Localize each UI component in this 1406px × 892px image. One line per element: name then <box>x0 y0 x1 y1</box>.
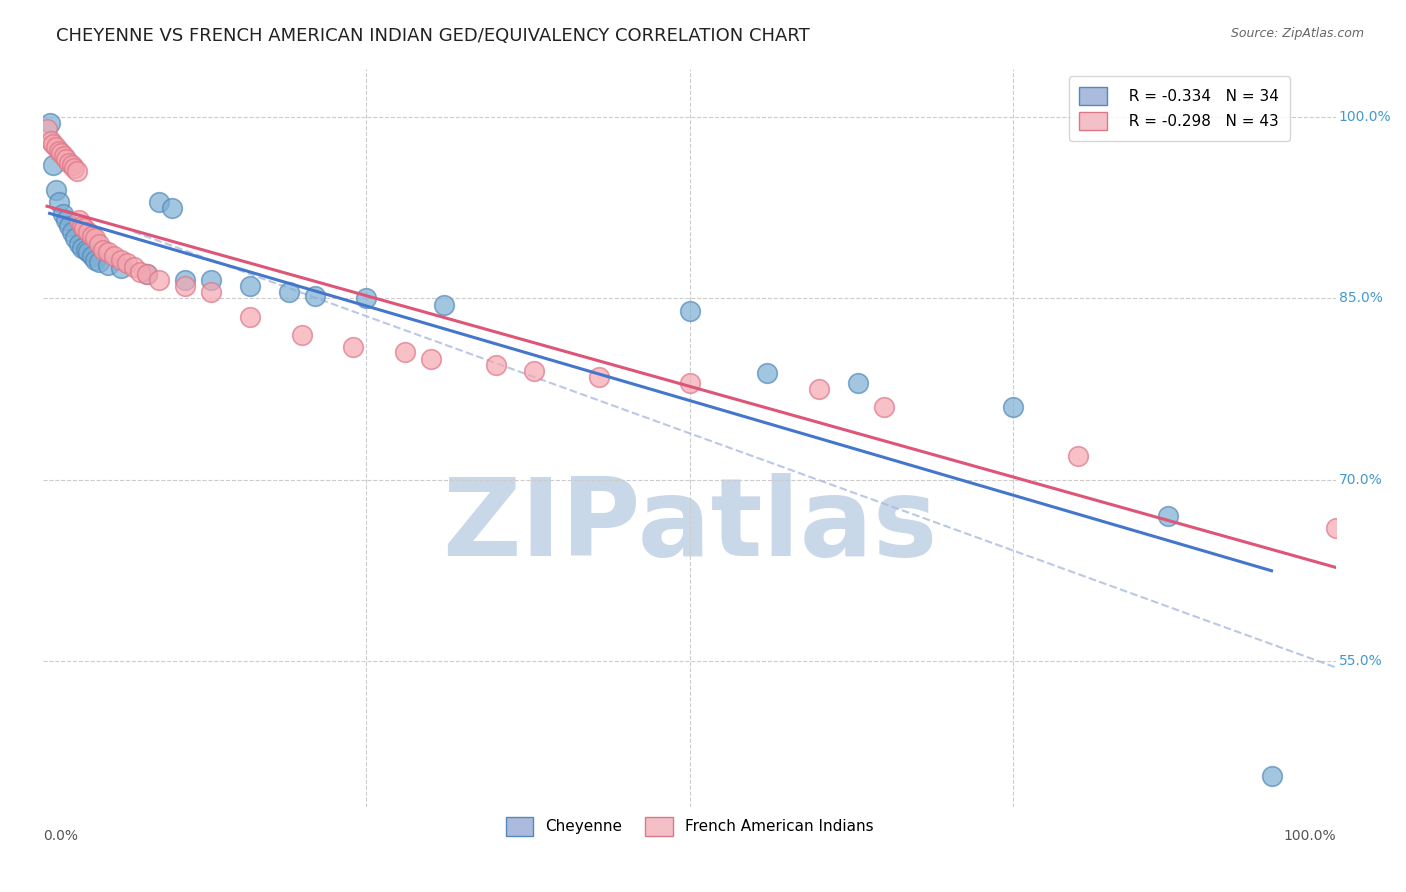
Point <box>97 245 120 260</box>
Point <box>1260 769 1282 783</box>
Point <box>91 243 114 257</box>
Text: 0.0%: 0.0% <box>44 829 79 843</box>
Point <box>1066 449 1088 463</box>
Point <box>45 140 67 154</box>
Text: 55.0%: 55.0% <box>1339 655 1382 668</box>
Point <box>58 219 80 233</box>
Point <box>70 241 93 255</box>
Point <box>756 367 779 381</box>
Point <box>48 144 70 158</box>
Point <box>135 267 157 281</box>
Point <box>45 182 67 196</box>
Point <box>39 134 62 148</box>
Point <box>42 136 65 151</box>
Point <box>356 292 378 306</box>
Point <box>679 376 702 391</box>
Point <box>83 231 105 245</box>
Point <box>77 245 100 260</box>
Point <box>110 252 132 267</box>
Point <box>162 201 184 215</box>
Point <box>82 249 104 263</box>
Point <box>291 327 314 342</box>
Point <box>174 273 197 287</box>
Point <box>588 370 610 384</box>
Point <box>38 116 60 130</box>
Text: Source: ZipAtlas.com: Source: ZipAtlas.com <box>1230 27 1364 40</box>
Point <box>48 194 70 209</box>
Point <box>485 358 508 372</box>
Point <box>135 267 157 281</box>
Point <box>60 225 83 239</box>
Point <box>200 285 222 300</box>
Point <box>77 225 100 239</box>
Point <box>433 297 456 311</box>
Point <box>42 158 65 172</box>
Point <box>55 153 77 167</box>
Point <box>342 340 364 354</box>
Point <box>51 207 73 221</box>
Point <box>73 221 96 235</box>
Text: 85.0%: 85.0% <box>1339 292 1382 305</box>
Point <box>82 228 104 243</box>
Point <box>523 364 546 378</box>
Point <box>51 146 73 161</box>
Point <box>83 252 105 267</box>
Text: 100.0%: 100.0% <box>1339 110 1392 124</box>
Point <box>148 194 170 209</box>
Point <box>807 382 830 396</box>
Point <box>1001 401 1024 415</box>
Text: CHEYENNE VS FRENCH AMERICAN INDIAN GED/EQUIVALENCY CORRELATION CHART: CHEYENNE VS FRENCH AMERICAN INDIAN GED/E… <box>56 27 810 45</box>
Point <box>87 255 110 269</box>
Point <box>97 258 120 272</box>
Point <box>52 148 75 162</box>
Point <box>1157 509 1180 524</box>
Text: 100.0%: 100.0% <box>1284 829 1336 843</box>
Point <box>846 376 869 391</box>
Point <box>75 243 97 257</box>
Point <box>239 279 262 293</box>
Point <box>1324 521 1347 535</box>
Point <box>103 249 125 263</box>
Point <box>66 164 89 178</box>
Point <box>420 351 443 366</box>
Point <box>60 158 83 172</box>
Text: 70.0%: 70.0% <box>1339 473 1382 487</box>
Point <box>87 237 110 252</box>
Point <box>679 303 702 318</box>
Legend: Cheyenne, French American Indians: Cheyenne, French American Indians <box>498 809 882 843</box>
Point <box>304 289 326 303</box>
Point <box>110 261 132 276</box>
Point <box>58 156 80 170</box>
Point <box>115 256 138 270</box>
Point <box>872 401 894 415</box>
Point <box>200 273 222 287</box>
Text: ZIPatlas: ZIPatlas <box>441 473 938 579</box>
Point <box>67 212 90 227</box>
Point <box>55 212 77 227</box>
Point <box>122 260 145 274</box>
Point <box>35 122 58 136</box>
Point <box>394 344 416 359</box>
Point <box>148 273 170 287</box>
Point <box>63 161 86 175</box>
Point <box>129 265 152 279</box>
Point <box>70 219 93 233</box>
Point <box>65 231 87 245</box>
Point <box>239 310 262 324</box>
Point <box>174 279 197 293</box>
Point <box>277 285 299 300</box>
Point <box>67 237 90 252</box>
